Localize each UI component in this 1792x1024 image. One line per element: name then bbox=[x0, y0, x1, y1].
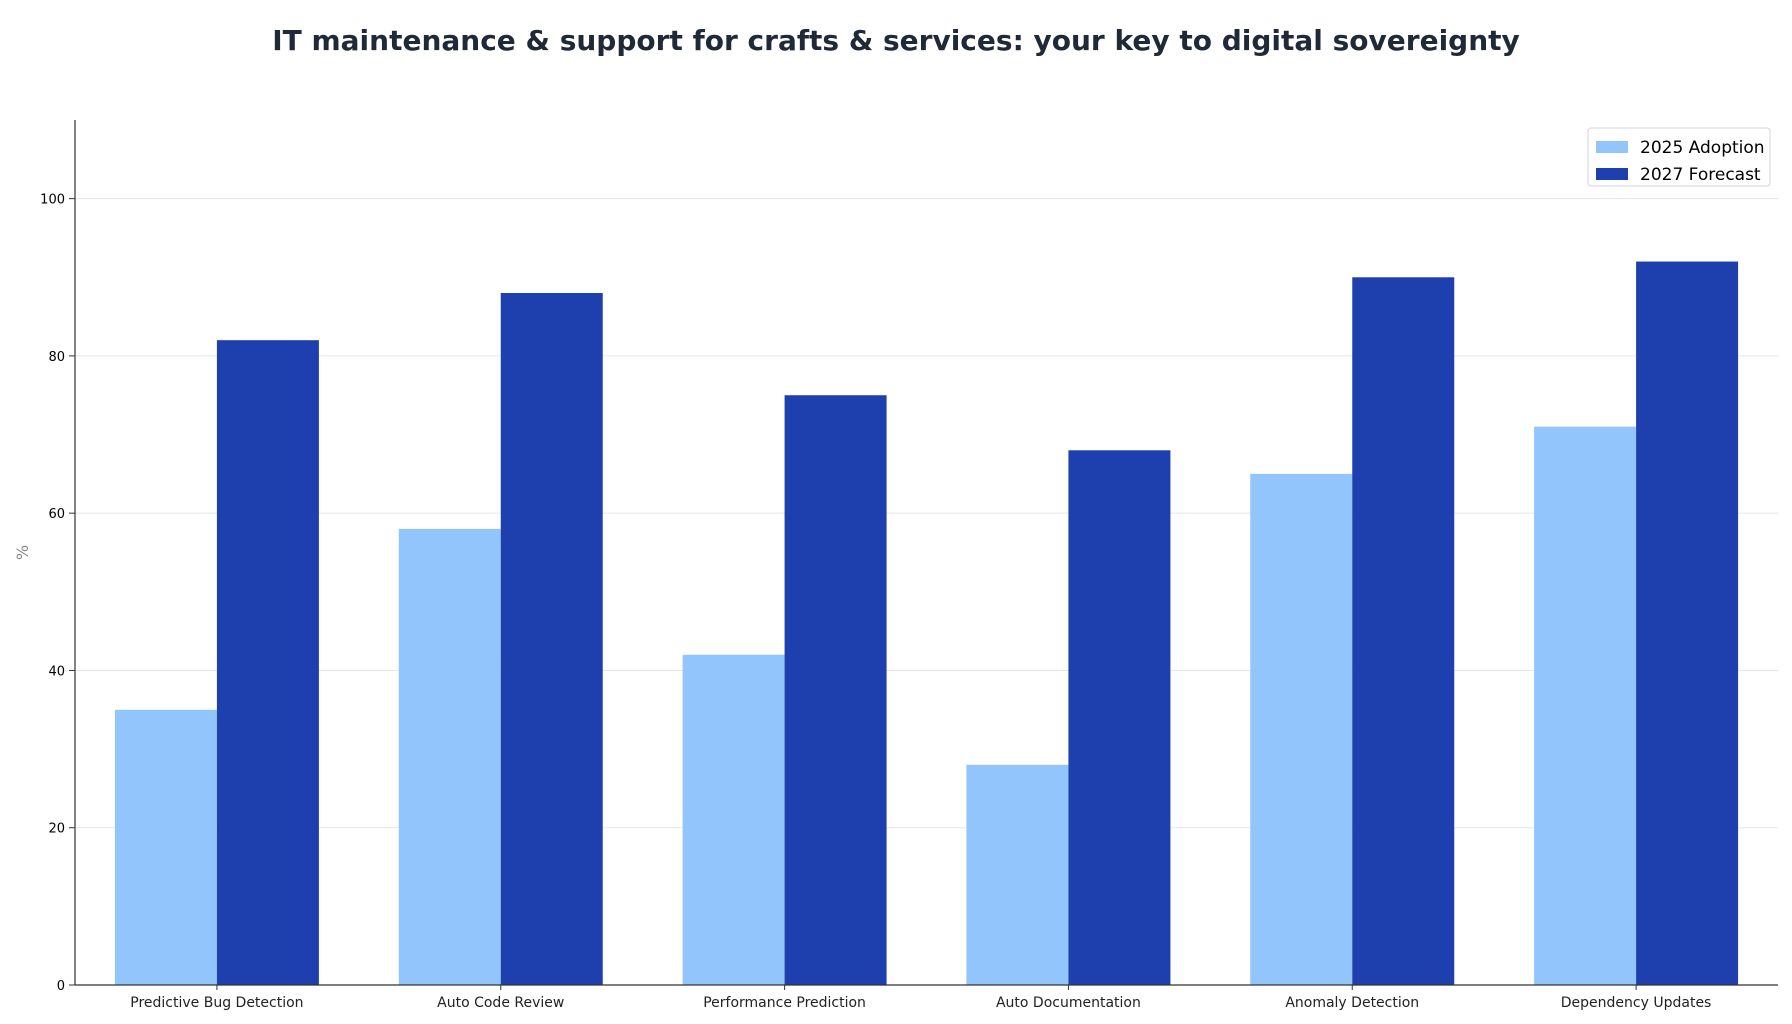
y-tick-label: 20 bbox=[48, 822, 65, 837]
bar-adoption-2025 bbox=[1534, 426, 1637, 985]
x-tick-label: Dependency Updates bbox=[1561, 995, 1712, 1011]
bar-forecast-2027 bbox=[784, 395, 887, 985]
bars bbox=[114, 261, 1739, 986]
bar-forecast-2027 bbox=[500, 293, 603, 985]
y-tick-label: 80 bbox=[48, 350, 65, 365]
bar-adoption-2025 bbox=[966, 764, 1069, 985]
bar-forecast-2027 bbox=[1352, 277, 1455, 986]
x-tick-label: Performance Prediction bbox=[703, 995, 866, 1011]
legend: 2025 Adoption 2027 Forecast bbox=[1587, 127, 1771, 187]
bar-forecast-2027 bbox=[1068, 450, 1171, 986]
bar-adoption-2025 bbox=[1250, 473, 1353, 985]
y-tick-label: 60 bbox=[48, 507, 65, 522]
y-tick-label: 100 bbox=[40, 193, 65, 208]
legend-swatch bbox=[1596, 141, 1628, 153]
legend-label: 2027 Forecast bbox=[1640, 165, 1761, 185]
bar-forecast-2027 bbox=[216, 340, 319, 985]
bar-adoption-2025 bbox=[114, 709, 217, 985]
y-tick-label: 0 bbox=[57, 979, 65, 994]
legend-swatch bbox=[1596, 168, 1628, 180]
legend-box bbox=[1587, 127, 1771, 187]
chart-title: IT maintenance & support for crafts & se… bbox=[272, 24, 1520, 57]
legend-label: 2025 Adoption bbox=[1640, 138, 1765, 158]
x-tick-label: Anomaly Detection bbox=[1285, 995, 1419, 1011]
axes: 0 20 40 60 80 100 Predictive Bug Detection Auto… bbox=[13, 120, 1778, 1011]
bar-forecast-2027 bbox=[1636, 261, 1739, 986]
x-tick-label: Predictive Bug Detection bbox=[130, 995, 303, 1011]
y-axis-label: % bbox=[13, 545, 32, 560]
x-tick-label: Auto Documentation bbox=[996, 995, 1141, 1011]
x-tick-label: Auto Code Review bbox=[437, 995, 564, 1011]
gridlines bbox=[75, 198, 1778, 829]
y-tick-label: 40 bbox=[48, 664, 65, 679]
bar-adoption-2025 bbox=[398, 528, 501, 985]
bar-adoption-2025 bbox=[682, 654, 785, 985]
